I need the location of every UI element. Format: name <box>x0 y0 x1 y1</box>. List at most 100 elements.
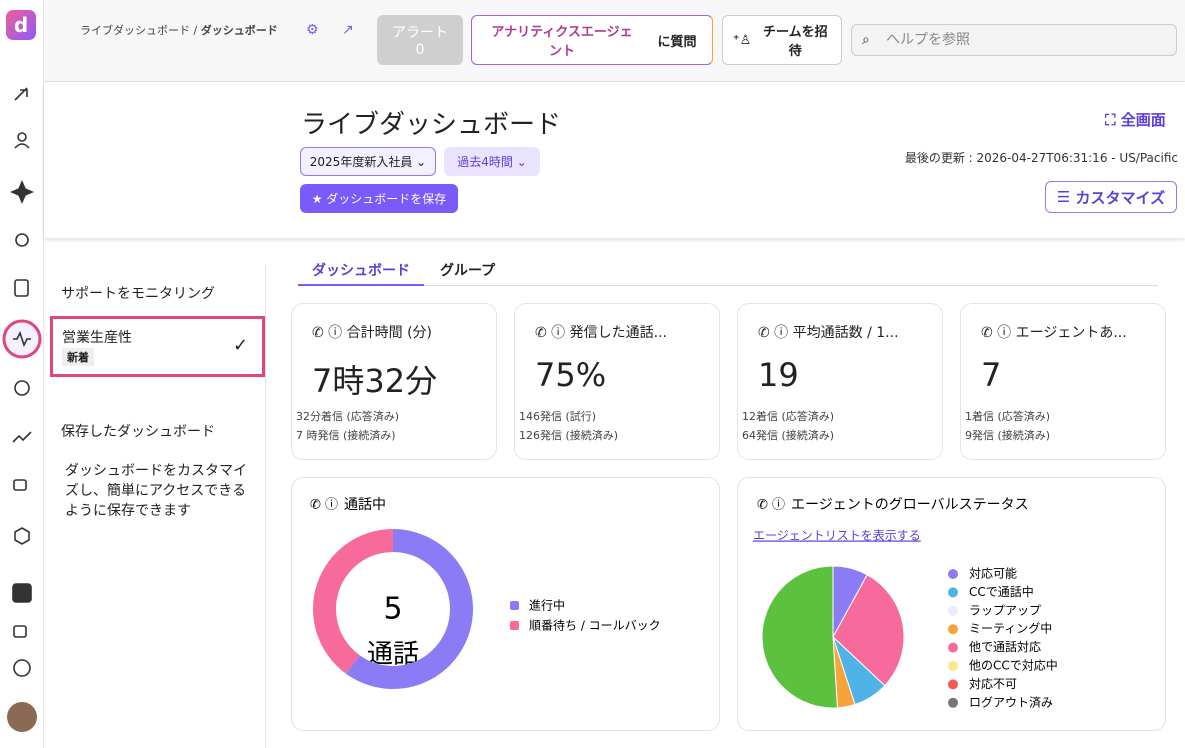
legend-dot <box>948 624 958 635</box>
alerts-label: アラート <box>392 25 448 41</box>
alerts-count: 0 <box>415 42 425 58</box>
card-value: 75% <box>535 356 607 394</box>
nav-rocket[interactable] <box>14 87 28 101</box>
breadcrumb-parent[interactable]: ライブダッシュボード / <box>80 24 198 37</box>
filter-time[interactable]: 過去4時間 ⌄ <box>444 147 540 176</box>
nav-report[interactable] <box>14 279 29 297</box>
nav-user[interactable] <box>17 132 27 142</box>
info-icon: ✆ ⓘ <box>757 498 785 513</box>
nav-camera[interactable] <box>13 479 27 491</box>
ask-label: に質問 <box>657 34 697 50</box>
stat-card: ✆ ⓘ エージェントあ... 7 1着信 (応答済み) 9発信 (接続済み) <box>960 303 1166 460</box>
card-line: 126発信 (接続済み) <box>519 429 619 442</box>
legend-dot <box>948 642 958 653</box>
card-title-text: 発信した通話... <box>569 325 667 341</box>
donut-card <box>291 477 720 731</box>
save-label: ダッシュボードを保存 <box>326 192 447 206</box>
chart-title: 通話中 <box>344 497 386 513</box>
card-line: 7 時発信 (接続済み) <box>296 429 396 442</box>
dashboard-header: ライブダッシュボード 2025年度新入社員 ⌄ 過去4時間 ⌄ ★ ダッシュボー… <box>44 82 1185 238</box>
card-value: 7 <box>981 356 1002 394</box>
legend-swatch <box>510 621 519 630</box>
divider <box>265 265 266 748</box>
page-title: ライブダッシュボード <box>301 110 562 140</box>
alerts-button[interactable]: アラート 0 <box>377 15 463 65</box>
card-line: 12着信 (応答済み) <box>742 410 835 423</box>
card-value: 7時32分 <box>312 362 438 400</box>
top-bar: ライブダッシュボード / ダッシュボード ⚙ ↗ アラート 0 アナリティクスエ… <box>44 0 1185 82</box>
panel-item[interactable]: サポートをモニタリング <box>61 286 215 302</box>
card-title-text: 合計時間 (分) <box>346 325 433 341</box>
legend-label: 対応可能 <box>969 567 1017 581</box>
legend-label: CCで通話中 <box>969 584 1034 599</box>
avatar[interactable] <box>7 702 37 732</box>
card-line: 9発信 (接続済み) <box>965 429 1051 442</box>
legend-label: ミーティング中 <box>969 621 1052 636</box>
legend-dot <box>948 661 958 671</box>
trend-icon[interactable]: ↗ <box>342 22 354 38</box>
nav-trend[interactable] <box>12 431 32 443</box>
pie-slice <box>761 565 838 709</box>
info-icon: ✆ ⓘ <box>758 325 793 341</box>
check-icon: ✓ <box>233 335 249 356</box>
stat-card: ✆ ⓘ 発信した通話... 75% 146発信 (試行) 126発信 (接続済み) <box>514 303 720 460</box>
search-placeholder: ヘルプを参照 <box>886 32 970 48</box>
tab-rule <box>298 285 1158 286</box>
info-icon: ✆ ⓘ <box>535 325 570 341</box>
card-title: ✆ ⓘ 平均通話数 / 1... <box>758 322 928 342</box>
legend-label: 対応不可 <box>969 677 1017 691</box>
search-box[interactable]: ⌕ ヘルプを参照 <box>851 24 1177 56</box>
nav-video[interactable] <box>13 625 27 638</box>
card-line: 1着信 (応答済み) <box>965 410 1051 423</box>
customize-label: カスタマイズ <box>1075 188 1166 207</box>
legend-label: ログアウト済み <box>969 695 1053 709</box>
agent-list-link[interactable]: エージェントリストを表示する <box>753 529 921 543</box>
legend-label: 進行中 <box>529 598 565 613</box>
nav-sparkle[interactable] <box>9 179 35 205</box>
invite-label: チームを招待 <box>762 25 828 59</box>
save-button[interactable]: ★ ダッシュボードを保存 <box>300 184 458 213</box>
info-icon: ✆ ⓘ <box>312 325 347 341</box>
legend-dot <box>948 587 958 598</box>
logo[interactable]: d <box>6 10 36 40</box>
card-value: 19 <box>758 356 799 394</box>
legend-label: 他で通話対応 <box>969 640 1041 654</box>
donut-center-value: 5 <box>383 592 402 627</box>
agent-button[interactable]: アナリティクスエージェント に質問 <box>471 15 713 65</box>
nav-settings[interactable] <box>15 233 29 247</box>
fullscreen-label: 全画面 <box>1120 111 1166 129</box>
legend-swatch <box>510 601 519 610</box>
nav-box[interactable] <box>14 527 30 545</box>
legend-label: ラップアップ <box>969 603 1041 617</box>
filter-cohort[interactable]: 2025年度新入社員 ⌄ <box>300 147 436 176</box>
card-title-text: エージェントあ... <box>1015 325 1127 341</box>
customize-button[interactable]: ☰ カスタマイズ <box>1045 181 1177 213</box>
legend-dot <box>948 605 958 616</box>
filter-label: 2025年度新入社員 <box>309 155 413 169</box>
breadcrumb-current: ダッシュボード <box>200 24 278 37</box>
tab-active[interactable]: ダッシュボード <box>298 260 424 286</box>
nav-icons <box>2 87 42 732</box>
nav-app[interactable] <box>12 583 32 603</box>
panel-item-selected[interactable]: 営業生産性 新着 ✓ <box>50 316 265 377</box>
stat-card: ✆ ⓘ 合計時間 (分) 7時32分 32分着信 (応答済み) 7 時発信 (接続済み… <box>291 303 497 460</box>
invite-button[interactable]: ⁺♙ チームを招待 <box>722 15 842 65</box>
tab[interactable]: グループ <box>440 263 496 279</box>
agent-label: アナリティクスエージェント <box>491 25 633 59</box>
nav-help[interactable] <box>13 659 31 677</box>
breadcrumb: ライブダッシュボード / ダッシュボード <box>80 22 300 40</box>
chart-title: エージェントのグローバルステータス <box>791 497 1029 513</box>
card-line: 32分着信 (応答済み) <box>296 410 400 423</box>
panel-item-label: 営業生産性 <box>62 330 132 346</box>
legend-dot <box>948 697 958 708</box>
nav-history[interactable] <box>14 380 30 396</box>
icon-sidebar: d <box>0 0 44 748</box>
info-icon: ✆ ⓘ <box>981 325 1016 341</box>
card-title-text: 平均通話数 / 1... <box>792 325 899 341</box>
settings-icon[interactable]: ⚙ <box>306 22 319 38</box>
fullscreen-button[interactable]: ⛶ 全画面 <box>1105 111 1166 129</box>
pie-slice <box>832 574 905 687</box>
stat-card: ✆ ⓘ 平均通話数 / 1... 19 12着信 (応答済み) 64発信 (接続済み) <box>737 303 943 460</box>
